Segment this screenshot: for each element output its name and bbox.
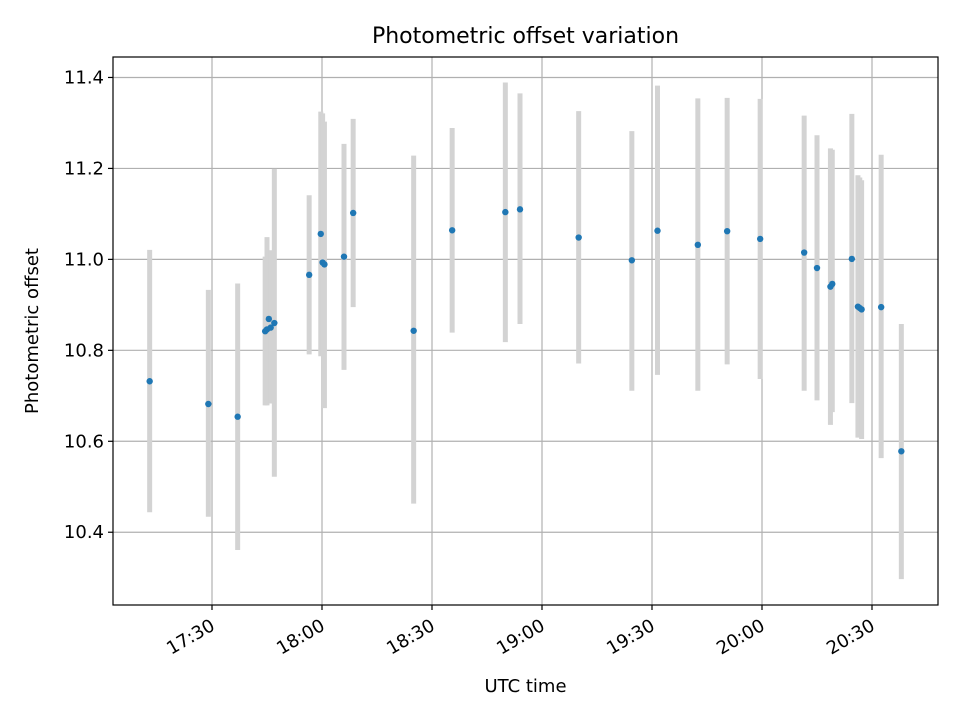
data-point <box>723 227 731 235</box>
data-point <box>756 235 764 243</box>
plot-area <box>113 57 938 605</box>
data-point <box>813 264 821 272</box>
data-point <box>265 315 273 323</box>
data-point <box>410 327 417 334</box>
chart-title: Photometric offset variation <box>372 24 679 49</box>
data-point <box>448 227 456 234</box>
data-point <box>271 319 278 327</box>
data-point <box>858 306 865 313</box>
data-point <box>575 234 582 241</box>
axes-frame <box>112 56 939 606</box>
data-point <box>877 303 885 311</box>
data-point <box>146 378 153 385</box>
y-tick-label: 10.6 <box>64 431 104 452</box>
data-point <box>305 271 313 279</box>
data-point <box>234 413 241 420</box>
y-tick-label: 10.8 <box>64 340 104 361</box>
y-axis-label: Photometric offset <box>22 248 43 414</box>
x-axis-label: UTC time <box>484 676 566 697</box>
data-point <box>628 257 636 264</box>
data-point <box>898 448 905 455</box>
data-point <box>502 208 509 216</box>
data-point <box>848 255 856 263</box>
data-point <box>321 261 328 268</box>
data-point <box>205 400 212 408</box>
y-tick-label: 11.0 <box>64 249 104 270</box>
data-points <box>146 206 905 455</box>
y-tick-label: 11.4 <box>64 67 104 88</box>
data-point <box>516 206 524 213</box>
data-point <box>694 241 702 249</box>
data-point <box>829 280 836 288</box>
y-axis-ticks: 10.4 10.6 10.8 11.0 11.2 11.4 <box>64 67 113 543</box>
data-point <box>654 227 661 234</box>
y-tick-label: 11.2 <box>64 158 104 179</box>
data-point <box>267 324 274 331</box>
data-point <box>349 209 357 217</box>
data-point <box>340 253 348 260</box>
data-point <box>317 230 324 238</box>
y-tick-label: 10.4 <box>64 522 104 543</box>
data-point <box>800 249 808 256</box>
